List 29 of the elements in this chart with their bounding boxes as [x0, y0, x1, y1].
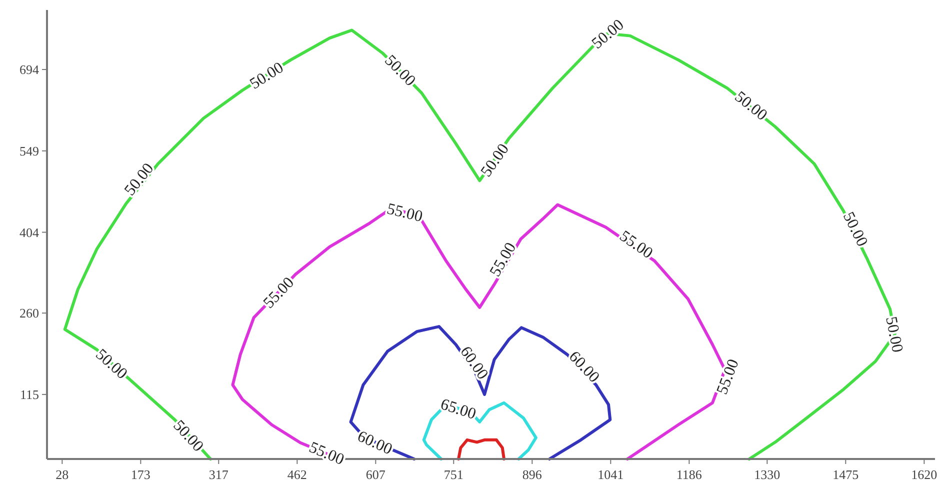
- x-tick-label: 1041: [598, 467, 624, 482]
- annotation: 50.00: [839, 209, 871, 250]
- annotation: 65.00: [438, 396, 478, 424]
- line-series: [349, 325, 612, 460]
- y-tick-label: 115: [20, 387, 39, 402]
- annotation: 60.00: [354, 428, 395, 458]
- x-tick-label: 1186: [676, 467, 702, 482]
- annotation: 55.00: [306, 439, 346, 469]
- annotation: 55.00: [385, 200, 424, 226]
- y-tick-label: 694: [20, 62, 40, 78]
- y-tick-label: 404: [20, 224, 40, 240]
- x-tick-label: 28: [56, 467, 69, 482]
- line-series: [422, 401, 538, 460]
- x-tick-label: 317: [208, 467, 229, 482]
- x-tick-label: 896: [522, 467, 542, 482]
- x-tick-label: 751: [444, 467, 464, 482]
- x-tick-label: 607: [366, 467, 386, 482]
- x-tick-label: 173: [130, 467, 150, 482]
- y-tick-label: 260: [20, 306, 39, 321]
- y-tick-label: 549: [20, 143, 39, 158]
- annotation: 55.00: [616, 228, 656, 262]
- x-tick-label: 1475: [832, 467, 859, 482]
- x-tick-label: 1620: [911, 467, 938, 482]
- line-series: [457, 438, 506, 460]
- annotation: 50.00: [247, 59, 287, 93]
- x-tick-label: 1330: [754, 467, 780, 482]
- annotation: 50.00: [882, 315, 906, 354]
- annotation: 55.00: [714, 357, 742, 397]
- x-tick-label: 462: [287, 467, 307, 482]
